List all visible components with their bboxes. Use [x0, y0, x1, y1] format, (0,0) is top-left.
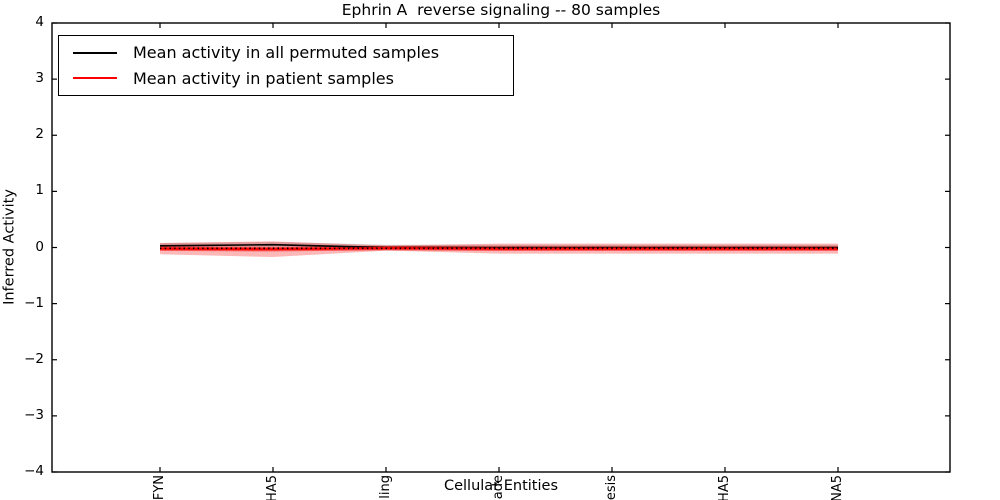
y-tick-label: −1 — [24, 294, 44, 311]
legend-line-patient-icon — [73, 77, 117, 80]
x-tick-label: EFNA5 — [830, 475, 845, 500]
x-axis-label: Cellular Entities — [443, 478, 559, 494]
x-tick-label: EPHA5 — [265, 475, 280, 500]
x-tick-label: MAPKKK cascade — [491, 475, 507, 500]
chart-title: Ephrin A reverse signaling -- 80 samples — [341, 1, 661, 19]
series-line-permuted-mean — [159, 243, 838, 249]
legend-item-permuted: Mean activity in all permuted samples — [73, 43, 513, 62]
y-tick-label: 1 — [35, 182, 44, 199]
x-tick-label: neuron projection morphogenesis — [604, 475, 620, 500]
y-tick-label: −2 — [24, 350, 44, 367]
x-tick-label: Ephrin A5/EPHA5 — [717, 475, 733, 500]
legend-box: Mean activity in all permuted samples Me… — [58, 35, 514, 96]
y-tick-label: 3 — [35, 70, 44, 87]
legend-item-patient: Mean activity in patient samples — [73, 69, 513, 88]
y-tick-label: −4 — [24, 463, 44, 479]
y-tick-label: 4 — [35, 14, 44, 30]
legend-line-permuted-icon — [73, 51, 117, 54]
y-tick-label: −3 — [24, 406, 44, 423]
x-tick-label: FYN — [152, 475, 167, 500]
legend-label-patient: Mean activity in patient samples — [133, 68, 394, 88]
legend-label-permuted: Mean activity in all permuted samples — [133, 43, 440, 63]
x-tick-label: cell-cell signaling — [378, 475, 394, 500]
y-tick-label: 2 — [35, 126, 44, 143]
y-tick-label: 0 — [35, 238, 44, 255]
